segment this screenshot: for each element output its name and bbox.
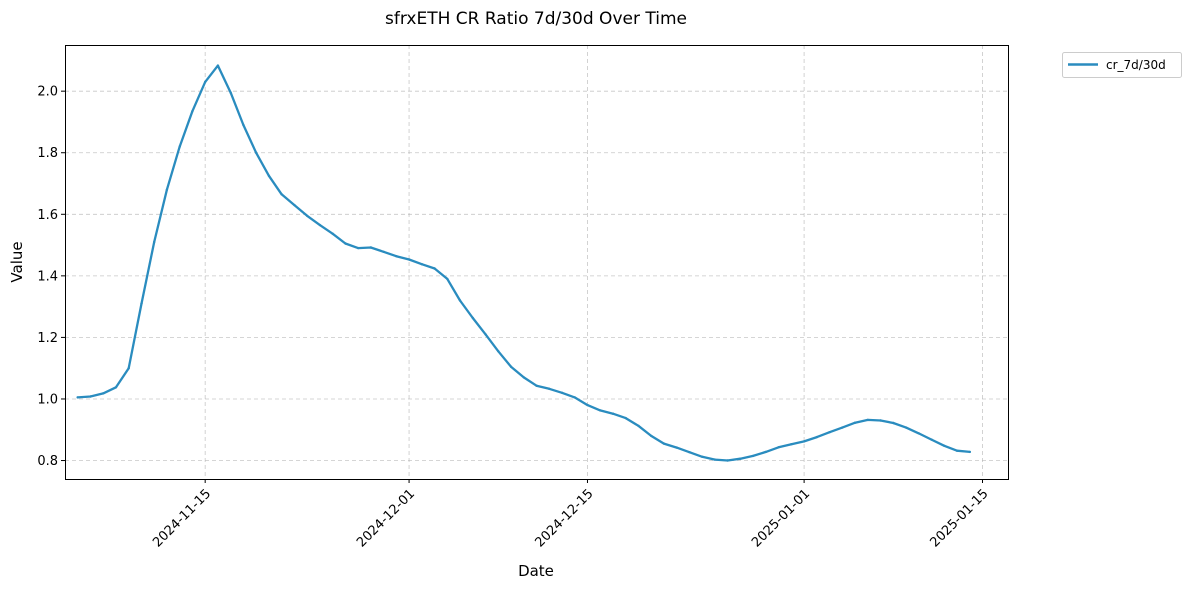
data-point xyxy=(650,434,653,438)
data-point xyxy=(153,240,156,244)
data-point xyxy=(280,193,283,196)
data-point xyxy=(254,151,258,154)
data-point xyxy=(484,333,487,336)
data-point xyxy=(305,214,309,217)
data-point xyxy=(790,443,793,446)
data-point xyxy=(535,384,538,387)
data-point xyxy=(802,440,806,443)
data-point xyxy=(114,386,118,389)
data-point xyxy=(586,403,589,407)
data-point xyxy=(382,250,385,253)
data-point xyxy=(497,350,500,353)
chart-title: sfrxETH CR Ratio 7d/30d Over Time xyxy=(385,9,687,29)
data-point xyxy=(433,267,436,270)
data-point xyxy=(764,450,768,454)
data-point xyxy=(701,455,704,458)
legend-entry-label: cr_7d/30d xyxy=(1106,58,1166,72)
y-axis-label: Value xyxy=(8,241,26,282)
x-axis-label: Date xyxy=(518,562,554,580)
legend-box xyxy=(1062,52,1182,78)
x-axis: 2024-11-15 2024-12-01 2024-12-15 2025-01-01… xyxy=(150,479,992,550)
data-point xyxy=(828,431,831,434)
data-point xyxy=(637,424,640,427)
data-point xyxy=(344,242,347,245)
plot-frame xyxy=(65,45,1009,480)
data-point xyxy=(968,450,971,454)
data-point xyxy=(471,316,474,320)
data-point xyxy=(726,459,729,462)
data-point xyxy=(89,395,92,398)
data-point xyxy=(331,232,334,235)
y-axis: 0.8 1.0 1.2 1.4 1.6 1.8 2.0 xyxy=(37,85,65,469)
y-tick-label: 1.4 xyxy=(37,269,58,284)
data-point xyxy=(229,91,232,94)
data-point xyxy=(204,80,207,84)
y-tick-label: 1.6 xyxy=(37,208,58,223)
data-point xyxy=(739,457,742,460)
grid-layer xyxy=(65,45,1008,479)
data-point xyxy=(140,302,143,305)
data-point xyxy=(675,446,678,449)
data-point xyxy=(102,392,105,395)
x-tick-label: 2025-01-01 xyxy=(749,486,813,550)
data-point xyxy=(420,263,423,266)
y-tick-label: 1.2 xyxy=(37,331,58,346)
x-tick-label: 2024-12-01 xyxy=(354,486,418,550)
data-point xyxy=(395,255,398,258)
y-tick-label: 2.0 xyxy=(37,85,58,100)
data-point xyxy=(509,365,513,368)
data-point xyxy=(293,203,296,207)
data-point xyxy=(560,391,564,394)
data-point xyxy=(853,421,857,424)
data-point xyxy=(866,418,869,422)
x-tick-label: 2024-12-15 xyxy=(532,486,596,550)
data-point xyxy=(76,396,79,399)
data-point xyxy=(777,446,780,449)
data-point xyxy=(892,421,895,425)
data-point xyxy=(815,435,819,439)
data-point xyxy=(904,426,908,429)
data-point xyxy=(611,412,615,415)
legend: cr_7d/30d xyxy=(1062,52,1182,78)
data-point xyxy=(178,145,181,148)
data-point xyxy=(522,376,525,379)
data-point xyxy=(624,416,627,420)
data-point xyxy=(943,444,946,447)
data-point xyxy=(458,299,462,302)
y-tick-label: 0.8 xyxy=(37,454,58,469)
data-point xyxy=(446,277,449,281)
data-point xyxy=(713,458,717,461)
data-point xyxy=(879,419,882,422)
data-point xyxy=(165,188,169,191)
x-tick-label: 2025-01-15 xyxy=(928,486,992,550)
data-point xyxy=(688,451,691,454)
data-point xyxy=(369,246,372,249)
data-point xyxy=(407,258,411,261)
data-point xyxy=(267,174,271,177)
data-point xyxy=(841,426,844,429)
data-point xyxy=(191,110,194,113)
y-tick-label: 1.8 xyxy=(37,146,58,161)
data-point xyxy=(318,223,322,227)
data-point xyxy=(751,454,755,458)
data-point xyxy=(573,396,576,399)
data-point xyxy=(917,432,920,435)
data-point xyxy=(242,123,245,127)
series-line xyxy=(76,64,971,462)
y-tick-label: 1.0 xyxy=(37,392,58,407)
x-tick-label: 2024-11-15 xyxy=(150,486,214,550)
data-point xyxy=(127,367,130,370)
data-point xyxy=(356,246,360,250)
data-point xyxy=(548,387,551,390)
data-point xyxy=(930,438,933,441)
series-layer xyxy=(76,64,971,462)
data-point xyxy=(662,442,666,445)
data-point xyxy=(955,449,959,452)
data-point xyxy=(599,409,602,412)
data-point xyxy=(216,64,220,67)
